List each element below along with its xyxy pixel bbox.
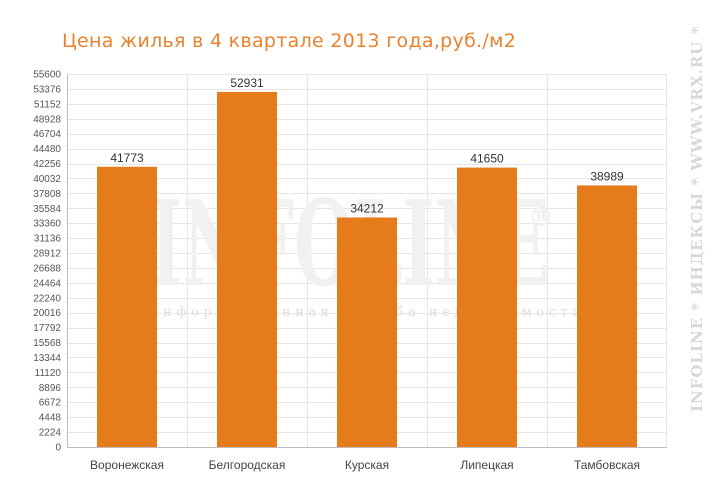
y-tick-label: 28912 (33, 249, 61, 260)
y-tick-label: 51152 (34, 99, 62, 110)
bar (97, 166, 157, 448)
y-tick-label: 11120 (35, 368, 62, 379)
y-tick-label: 6672 (39, 398, 62, 409)
y-tick-label: 46704 (33, 129, 61, 140)
y-tick-label: 31136 (34, 234, 62, 245)
bar (577, 185, 637, 447)
x-category-label: Липецкая (460, 458, 513, 472)
y-tick-label: 13344 (33, 353, 61, 364)
chart-title: Цена жилья в 4 квартале 2013 года,руб./м… (62, 30, 517, 52)
y-tick-label: 55600 (33, 70, 61, 81)
y-tick-label: 33360 (33, 219, 61, 230)
y-axis-ticks: 0 2224 4448 6672 8896 11120 13344 15568 17792 200… (33, 70, 61, 454)
y-tick-label: 42256 (33, 159, 61, 170)
x-category-label: Тамбовская (574, 458, 640, 472)
y-tick-label: 0 (55, 443, 61, 454)
y-tick-label: 44480 (33, 144, 61, 155)
y-tick-label: 2224 (39, 428, 62, 439)
side-watermark: INFOLINE * ИНДЕКСЫ * WWW.VRX.RU * (688, 25, 706, 412)
y-tick-label: 8896 (39, 383, 62, 394)
y-tick-label: 37808 (33, 189, 61, 200)
y-tick-label: 4448 (39, 413, 62, 424)
y-tick-label: 20016 (33, 308, 61, 319)
bar-value-label: 52931 (230, 76, 264, 90)
bar-value-label: 38989 (590, 169, 624, 183)
axes (67, 74, 667, 448)
watermark-registered-mark: ® (528, 203, 554, 233)
y-tick-label: 53376 (33, 84, 61, 95)
bar (337, 217, 397, 447)
bar-value-label: 41650 (470, 152, 504, 166)
y-tick-label: 24464 (33, 278, 61, 289)
x-category-label: Белгородская (209, 458, 286, 472)
y-tick-label: 48928 (33, 114, 61, 125)
y-tick-label: 26688 (33, 263, 61, 274)
y-tick-label: 35584 (33, 204, 61, 215)
bar (457, 167, 517, 447)
bar-value-label: 34212 (350, 201, 384, 215)
y-tick-label: 40032 (33, 174, 61, 185)
y-tick-label: 22240 (33, 293, 61, 304)
data-labels: 41773 52931 34212 41650 38989 (110, 76, 624, 216)
bars (97, 91, 637, 448)
x-axis-categories: Воронежская Белгородская Курская Липецкая Та… (90, 458, 640, 472)
bar-value-label: 41773 (110, 151, 144, 165)
x-category-label: Воронежская (90, 458, 164, 472)
y-tick-label: 15568 (33, 338, 61, 349)
y-tick-label: 17792 (33, 323, 61, 334)
x-category-label: Курская (345, 458, 389, 472)
bar (217, 91, 277, 448)
